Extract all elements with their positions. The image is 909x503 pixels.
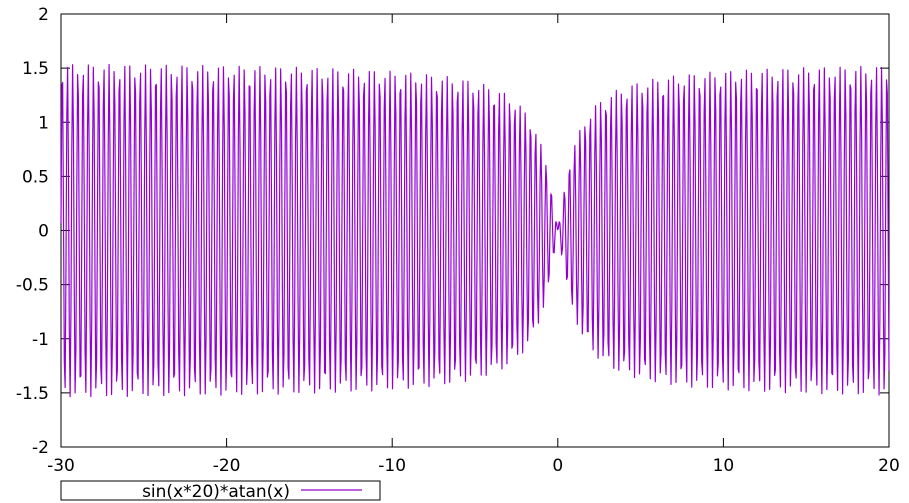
- series-group: [60, 63, 890, 398]
- y-tick-label: 0: [38, 222, 49, 242]
- y-tick-label: -2: [32, 438, 49, 458]
- y-tick-label: -1: [32, 330, 49, 350]
- legend-label: sin(x*20)*atan(x): [142, 482, 290, 502]
- x-tick-label: 10: [713, 456, 735, 476]
- y-tick-label: 2: [38, 5, 49, 25]
- y-tick-label: 0.5: [22, 167, 49, 187]
- x-tick-label: 20: [878, 456, 900, 476]
- x-tick-label: -30: [47, 456, 75, 476]
- y-tick-label: -1.5: [16, 384, 49, 404]
- legend: sin(x*20)*atan(x): [60, 480, 381, 502]
- x-tick-label: -20: [213, 456, 241, 476]
- series-line: [60, 63, 890, 398]
- y-tick-label: 1: [38, 113, 49, 133]
- y-tick-label: 1.5: [22, 59, 49, 79]
- axis-tick-labels: -30 -20 -10 0 10 20 -2 -1.5 -1 -0.5 0 0.5 1 1.5 2: [16, 5, 900, 476]
- x-tick-label: -10: [378, 456, 406, 476]
- y-tick-label: -0.5: [16, 276, 49, 296]
- legend-box: [60, 480, 381, 501]
- x-tick-label: 0: [552, 456, 563, 476]
